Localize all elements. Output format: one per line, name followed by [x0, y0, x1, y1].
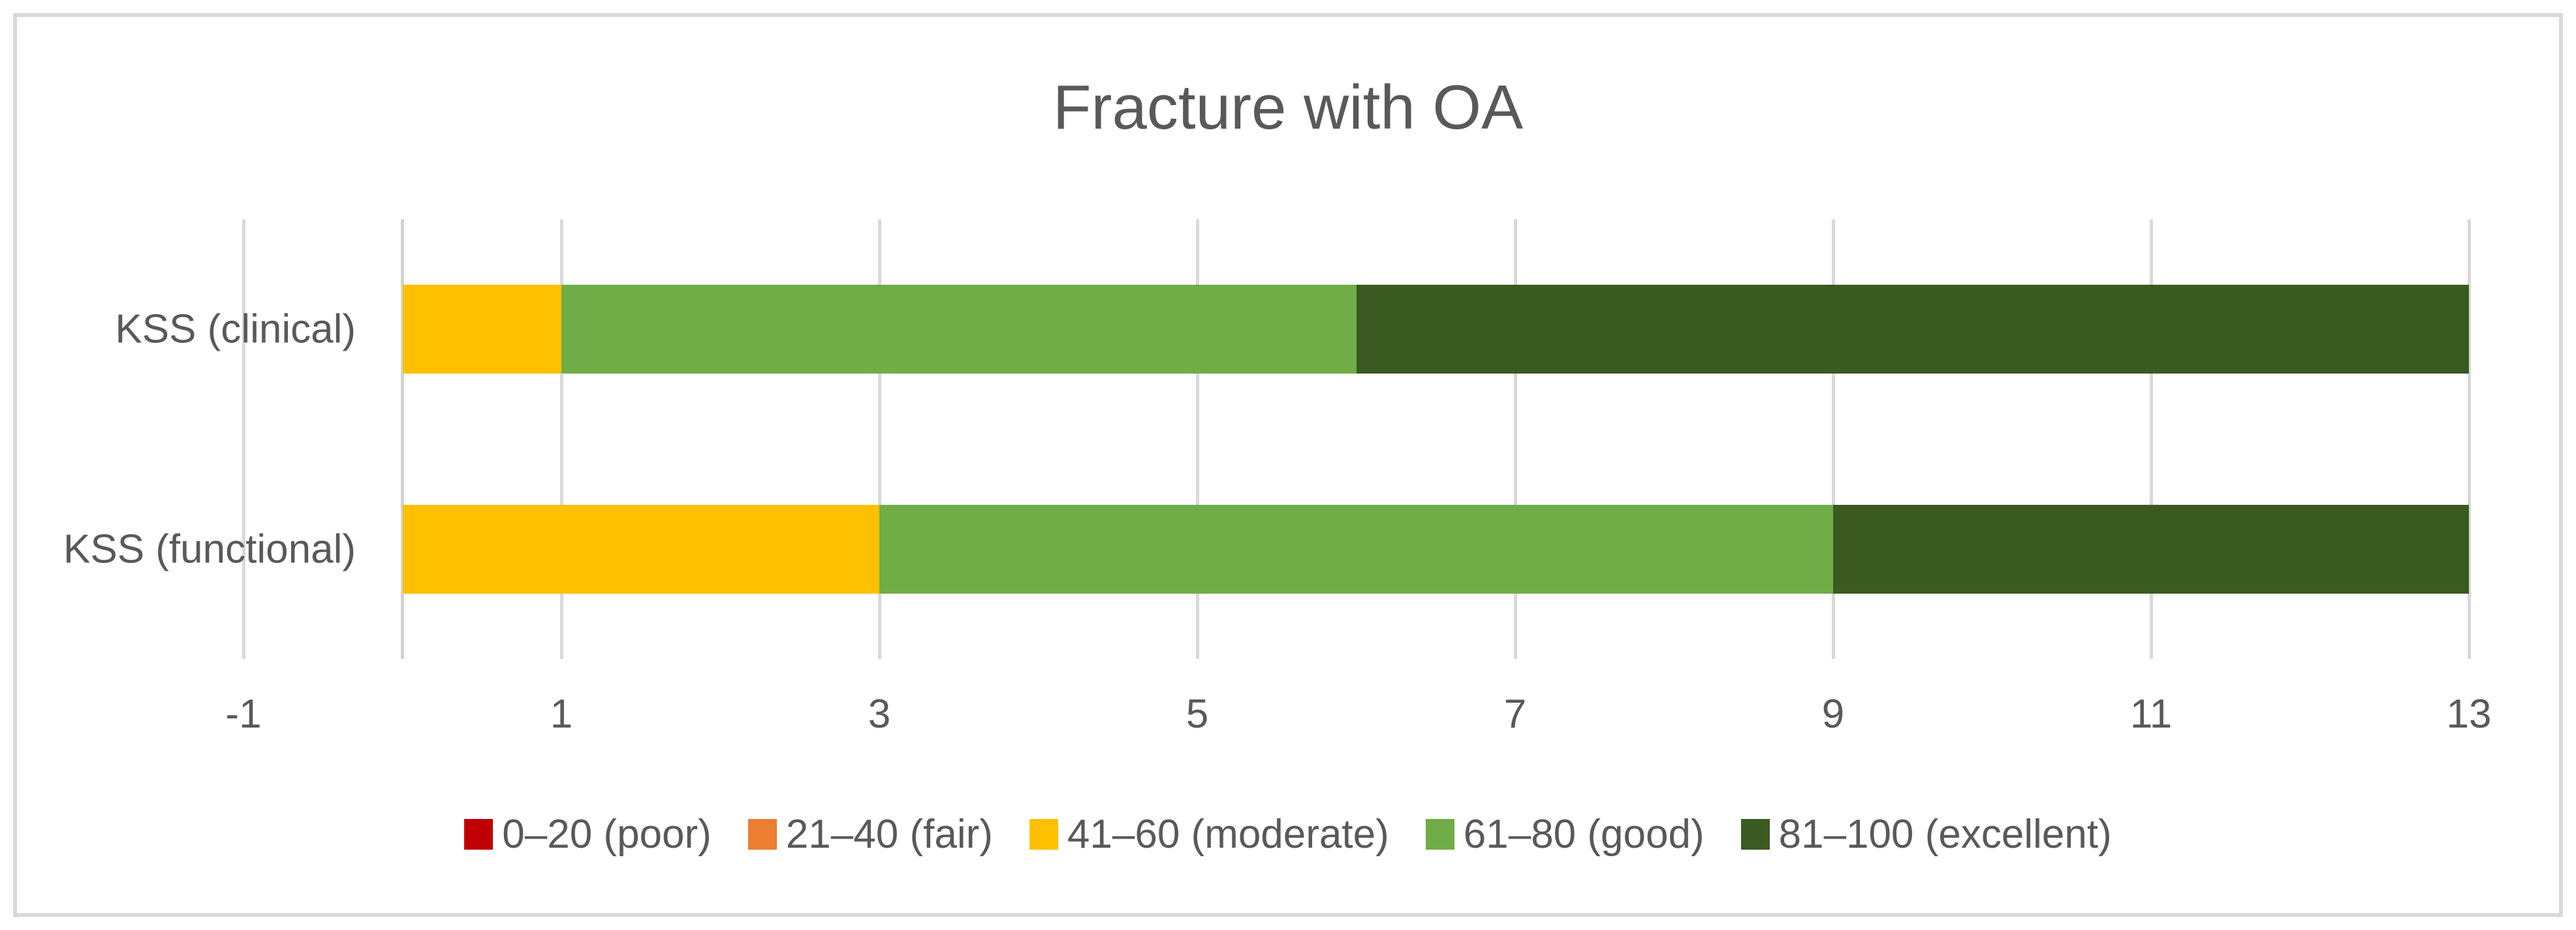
legend-swatch: [464, 819, 494, 850]
gridline: [1195, 219, 1199, 659]
legend-swatch: [1425, 819, 1454, 850]
chart-border: [13, 13, 2563, 917]
bar-row-kss-clinical: [243, 285, 2469, 374]
legend-label: 21–40 (fair): [785, 812, 993, 857]
gridline: [1513, 219, 1517, 659]
gridline: [242, 219, 245, 659]
gridline: [2149, 219, 2153, 659]
legend: 0–20 (poor) 21–40 (fair) 41–60 (moderate) 6…: [0, 811, 2576, 858]
bar-segment: [1356, 285, 2469, 374]
bar-segment: [879, 504, 1833, 594]
legend-item: 81–100 (excellent): [1740, 811, 2112, 858]
x-tick-label: 9: [1821, 692, 1845, 737]
gridline: [559, 219, 563, 659]
bar-segment: [402, 285, 561, 374]
legend-item: 0–20 (poor): [464, 811, 712, 858]
legend-swatch: [1029, 819, 1058, 850]
bar-segment: [402, 504, 879, 594]
gridline: [1831, 219, 1835, 659]
category-label: KSS (functional): [63, 526, 356, 572]
legend-item: 41–60 (moderate): [1029, 811, 1389, 858]
plot-area: [242, 219, 2471, 659]
x-tick-label: 11: [2129, 692, 2173, 737]
bar-row-kss-functional: [243, 504, 2469, 594]
x-tick-label: -1: [225, 692, 262, 737]
legend-label: 41–60 (moderate): [1067, 812, 1389, 857]
gridline: [877, 219, 881, 659]
category-axis-line: [401, 219, 404, 659]
legend-item: 21–40 (fair): [747, 811, 993, 858]
legend-label: 0–20 (poor): [502, 812, 712, 857]
x-tick-label: 5: [1186, 692, 1209, 737]
bar-segment: [1833, 504, 2469, 594]
legend-label: 61–80 (good): [1463, 812, 1704, 857]
legend-swatch: [747, 819, 777, 850]
bar-segment: [561, 285, 1357, 374]
gridline: [2467, 219, 2471, 659]
x-tick-label: 13: [2446, 692, 2492, 737]
category-label: KSS (clinical): [115, 306, 356, 352]
legend-swatch: [1740, 819, 1770, 850]
x-tick-label: 1: [550, 692, 573, 737]
legend-item: 61–80 (good): [1425, 811, 1704, 858]
legend-label: 81–100 (excellent): [1778, 812, 2112, 857]
chart-title: Fracture with OA: [1052, 72, 1524, 142]
x-tick-label: 7: [1503, 692, 1527, 737]
x-tick-label: 3: [868, 692, 891, 737]
